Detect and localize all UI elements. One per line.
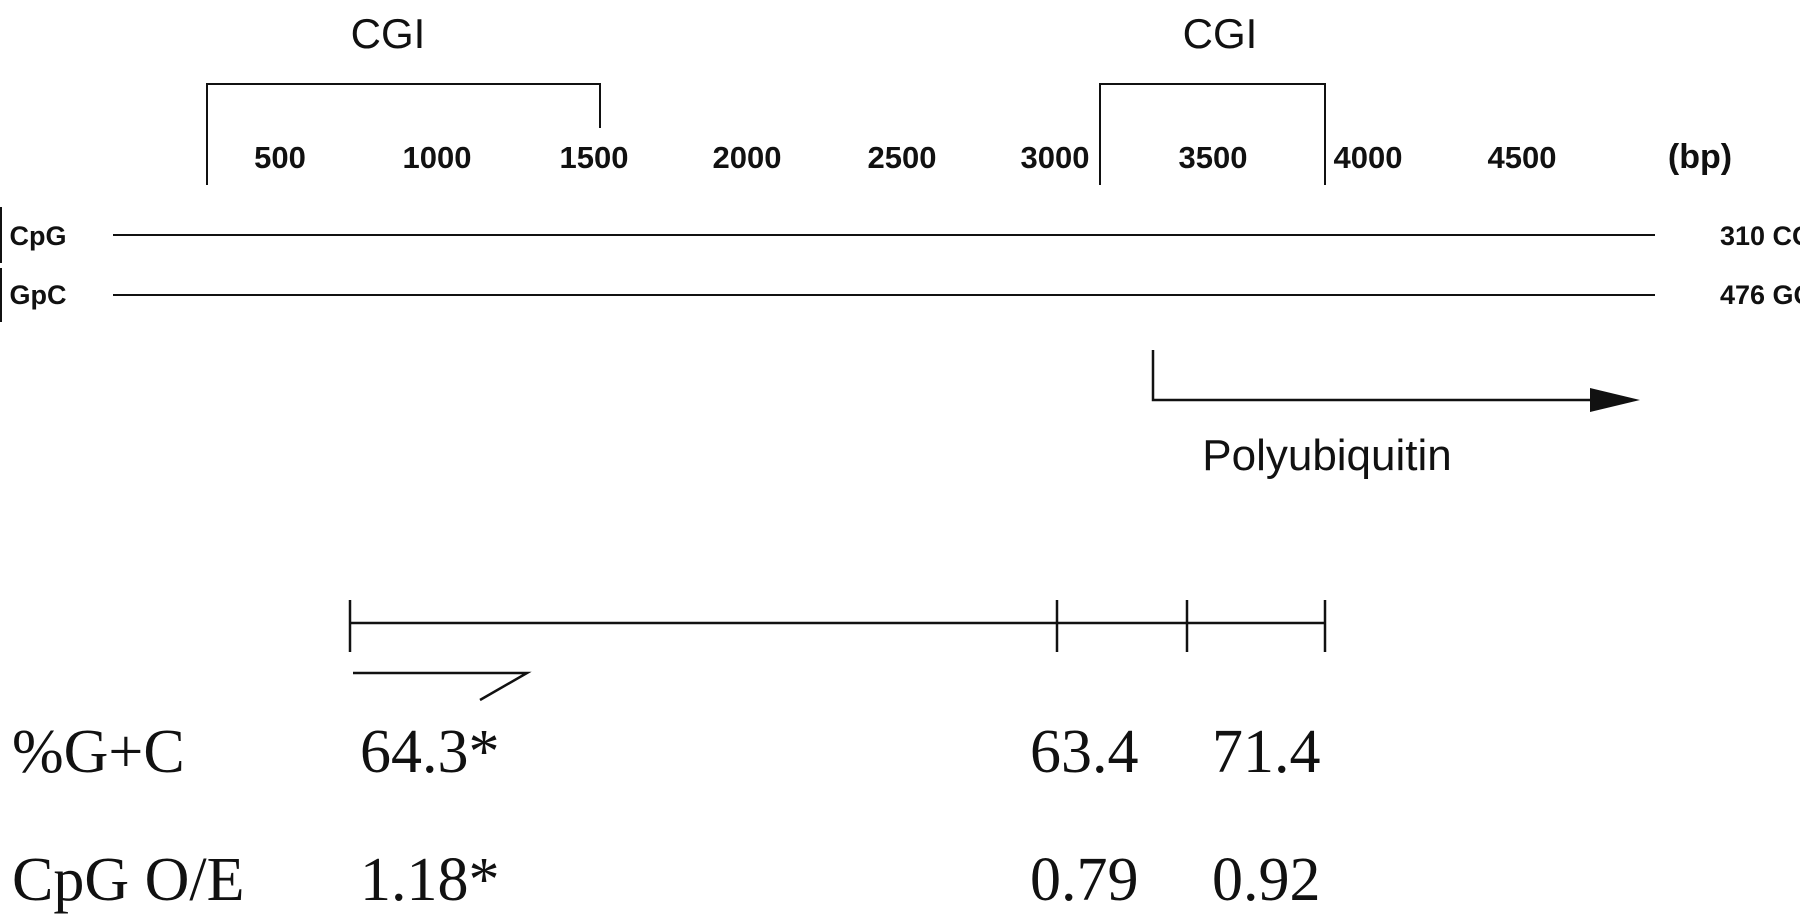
window-bracket [353, 671, 532, 702]
polyubiquitin-arrow [1151, 350, 1640, 412]
cpg-track-ticks [0, 207, 2, 263]
stat-value-cpg-oe-3: 0.92 [1212, 846, 1321, 914]
scale-tick-4000: 4000 [1334, 140, 1403, 175]
stat-value-gc-2: 63.4 [1030, 718, 1139, 786]
stat-label-cpg-oe: CpG O/E [12, 846, 245, 914]
gpc-track-ticks [0, 268, 2, 322]
stat-value-gc-1: 64.3* [360, 718, 500, 786]
site-tick [0, 268, 2, 322]
cgi-label-2: CGI [1183, 10, 1258, 57]
stat-value-cpg-oe-2: 0.79 [1030, 846, 1139, 914]
scale-tick-2500: 2500 [868, 140, 937, 175]
track-label-gpc: GpC [10, 280, 67, 310]
site-tick [0, 207, 2, 263]
cgi-bracket-1 [206, 83, 601, 185]
cgi-bracket-2 [1099, 83, 1326, 185]
scale-tick-3500: 3500 [1179, 140, 1248, 175]
polyubiquitin-label: Polyubiquitin [1202, 431, 1452, 480]
stat-value-cpg-oe-1: 1.18* [360, 846, 500, 914]
stat-label-gc: %G+C [12, 718, 185, 786]
scale-tick-1000: 1000 [403, 140, 472, 175]
region-segments [348, 600, 1327, 702]
scale-tick-3000: 3000 [1021, 140, 1090, 175]
bp-scale: 500 1000 1500 2000 2500 3000 3500 4000 4… [254, 138, 1732, 176]
scale-tick-2000: 2000 [713, 140, 782, 175]
stat-value-gc-3: 71.4 [1212, 718, 1321, 786]
scale-tick-500: 500 [254, 140, 306, 175]
cgi-label-1: CGI [351, 10, 426, 57]
scale-tick-1500: 1500 [560, 140, 629, 175]
scale-unit-label: (bp) [1668, 138, 1732, 176]
track-count-cpg: 310 CG [1720, 221, 1800, 251]
track-count-gpc: 476 GC [1720, 280, 1800, 310]
track-label-cpg: CpG [10, 221, 67, 251]
scale-tick-4500: 4500 [1488, 140, 1557, 175]
